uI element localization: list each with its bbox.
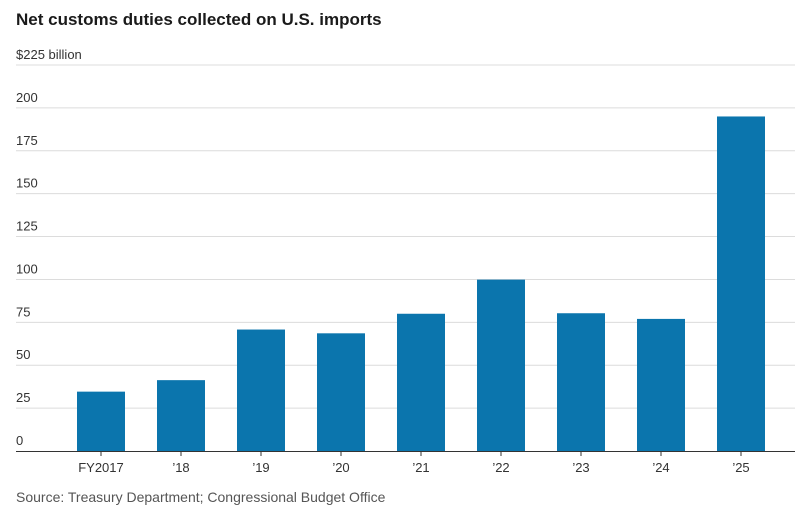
- x-tick-label: ’23: [572, 460, 589, 475]
- y-tick-label: 100: [16, 261, 38, 276]
- bar: [77, 391, 125, 451]
- x-tick-label: ’25: [732, 460, 749, 475]
- y-tick-label: 0: [16, 433, 23, 448]
- y-tick-label: 125: [16, 219, 38, 234]
- bar: [717, 116, 765, 451]
- bar: [237, 329, 285, 451]
- x-tick-label: FY2017: [78, 460, 124, 475]
- y-tick-label: $225 billion: [16, 47, 82, 62]
- x-tick-label: ’18: [172, 460, 189, 475]
- y-tick-label: 25: [16, 390, 30, 405]
- bar: [477, 279, 525, 451]
- x-tick-label: ’24: [652, 460, 669, 475]
- y-tick-label: 200: [16, 90, 38, 105]
- x-tick-label: ’22: [492, 460, 509, 475]
- bar: [557, 313, 605, 451]
- bar: [317, 333, 365, 451]
- y-tick-label: 150: [16, 176, 38, 191]
- y-axis-labels: 0 25 50 75 100 125 150 175 200 $225 billion: [16, 47, 82, 448]
- y-tick-label: 50: [16, 347, 30, 362]
- chart-title: Net customs duties collected on U.S. imp…: [16, 10, 382, 29]
- bar: [157, 380, 205, 451]
- x-tick-label: ’19: [252, 460, 269, 475]
- source-note: Source: Treasury Department; Congression…: [16, 489, 386, 505]
- x-axis-labels: FY2017 ’18 ’19 ’20 ’21 ’22 ’23 ’24 ’25: [78, 451, 750, 475]
- bar: [397, 313, 445, 451]
- y-tick-label: 75: [16, 304, 30, 319]
- x-tick-label: ’21: [412, 460, 429, 475]
- bars: [77, 116, 765, 451]
- y-tick-label: 175: [16, 133, 38, 148]
- bar: [637, 318, 685, 451]
- x-tick-label: ’20: [332, 460, 349, 475]
